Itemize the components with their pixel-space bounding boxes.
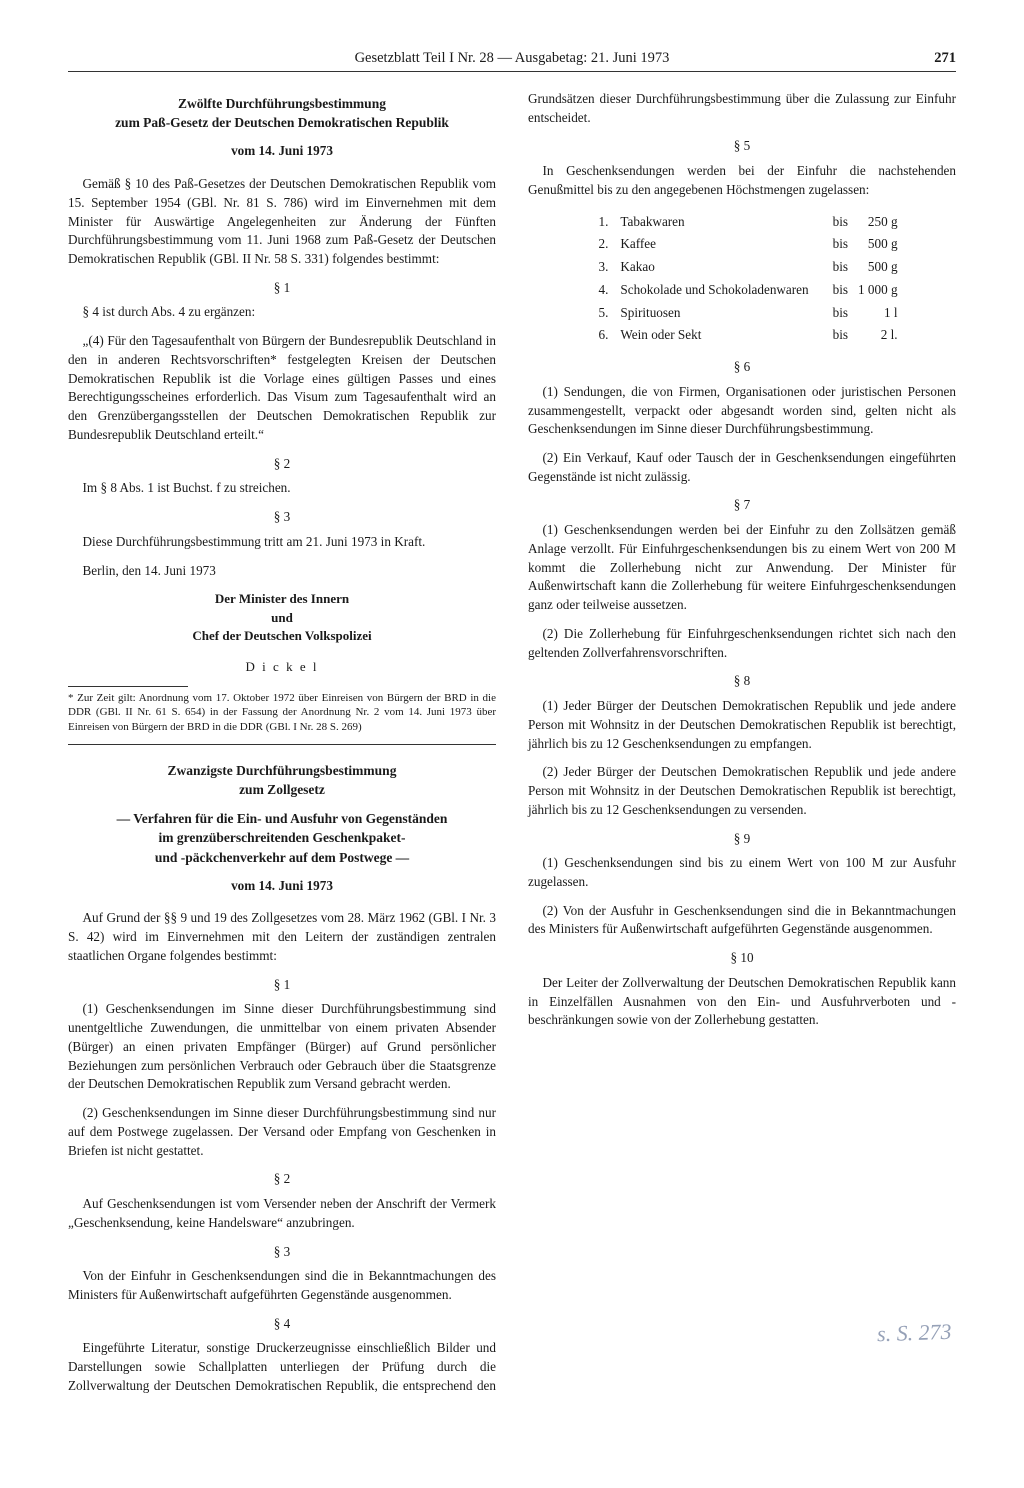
law2-title-l2: zum Zollgesetz xyxy=(68,780,496,799)
page-number: 271 xyxy=(896,50,956,67)
law2-s6-head: § 6 xyxy=(528,358,956,377)
law2-s1-head: § 1 xyxy=(68,976,496,995)
sig-l3: Chef der Deutschen Volkspolizei xyxy=(68,627,496,645)
list-item: 4.Schokolade und Schokoladenwarenbis1 00… xyxy=(578,280,905,301)
law1-title-l1: Zwölfte Durchführungsbestimmung xyxy=(68,94,496,113)
law1-s1-head: § 1 xyxy=(68,279,496,298)
header-title: Gesetzblatt Teil I Nr. 28 — Ausgabetag: … xyxy=(128,50,896,67)
law2-s10-head: § 10 xyxy=(528,949,956,968)
law2-s8-p2: (2) Jeder Bürger der Deutschen Demokrati… xyxy=(528,763,956,819)
law1-date: vom 14. Juni 1973 xyxy=(68,142,496,161)
law1-title: Zwölfte Durchführungsbestimmung zum Paß-… xyxy=(68,94,496,132)
law2-s10-body: Der Leiter der Zollverwaltung der Deutsc… xyxy=(528,974,956,1030)
law1-s1-quote: „(4) Für den Tagesaufenthalt von Bürgern… xyxy=(68,332,496,444)
law1-s3-body: Diese Durchführungsbestimmung tritt am 2… xyxy=(68,533,496,552)
law2-s6-p1: (1) Sendungen, die von Firmen, Organisat… xyxy=(528,383,956,439)
law1-signature: Der Minister des Innern und Chef der Deu… xyxy=(68,590,496,645)
law2-s9-p1: (1) Geschenksendungen sind bis zu einem … xyxy=(528,854,956,891)
list-item: 3.Kakaobis500 g xyxy=(578,257,905,278)
law2-subtitle: — Verfahren für die Ein- und Ausfuhr von… xyxy=(68,809,496,866)
law2-s7-p2: (2) Die Zollerhebung für Einfuhrgeschenk… xyxy=(528,625,956,662)
law2-s9-head: § 9 xyxy=(528,830,956,849)
footnote-rule xyxy=(68,686,188,687)
law2-s8-p1: (1) Jeder Bürger der Deutschen Demokrati… xyxy=(528,697,956,753)
law2-s2-head: § 2 xyxy=(68,1170,496,1189)
page-header: Gesetzblatt Teil I Nr. 28 — Ausgabetag: … xyxy=(68,50,956,72)
law2-s7-head: § 7 xyxy=(528,496,956,515)
law2-s5-intro: In Geschenksendungen werden bei der Einf… xyxy=(528,162,956,199)
law1-s3-head: § 3 xyxy=(68,508,496,527)
law1-footnote: * Zur Zeit gilt: Anordnung vom 17. Oktob… xyxy=(68,691,496,734)
law2-s1-p1: (1) Geschenksendungen im Sinne dieser Du… xyxy=(68,1000,496,1094)
list-item: 6.Wein oder Sektbis2 l. xyxy=(578,325,905,346)
law2-title: Zwanzigste Durchführungsbestimmung zum Z… xyxy=(68,761,496,799)
law1-s1-intro: § 4 ist durch Abs. 4 zu ergänzen: xyxy=(68,303,496,322)
law2-s2-body: Auf Geschenksendungen ist vom Versender … xyxy=(68,1195,496,1232)
law2-sub-l1: — Verfahren für die Ein- und Ausfuhr von… xyxy=(68,809,496,828)
law2-s6-p2: (2) Ein Verkauf, Kauf oder Tausch der in… xyxy=(528,449,956,486)
law2-s9-p2: (2) Von der Ausfuhr in Geschenksendungen… xyxy=(528,902,956,939)
law2-s5-table: 1.Tabakwarenbis250 g2.Kaffeebis500 g3.Ka… xyxy=(576,210,907,348)
law2-preamble: Auf Grund der §§ 9 und 19 des Zollgesetz… xyxy=(68,909,496,965)
law2-s4-head: § 4 xyxy=(68,1315,496,1334)
law2-s1-p2: (2) Geschenksendungen im Sinne dieser Du… xyxy=(68,1104,496,1160)
law1-place-date: Berlin, den 14. Juni 1973 xyxy=(68,562,496,581)
law2-s8-head: § 8 xyxy=(528,672,956,691)
law2-title-l1: Zwanzigste Durchführungsbestimmung xyxy=(68,761,496,780)
law1-s2-head: § 2 xyxy=(68,455,496,474)
law1-preamble: Gemäß § 10 des Paß-Gesetzes der Deutsche… xyxy=(68,175,496,269)
law2-s3-head: § 3 xyxy=(68,1243,496,1262)
law2-s5-head: § 5 xyxy=(528,137,956,156)
law1-title-l2: zum Paß-Gesetz der Deutschen Demokratisc… xyxy=(68,113,496,132)
law2-sub-l3: und -päckchenverkehr auf dem Postwege — xyxy=(68,848,496,867)
list-item: 1.Tabakwarenbis250 g xyxy=(578,212,905,233)
law2-date: vom 14. Juni 1973 xyxy=(68,877,496,896)
sig-l2: und xyxy=(68,609,496,627)
law2-s7-p1: (1) Geschenksendungen werden bei der Ein… xyxy=(528,521,956,615)
law2-s3-body: Von der Einfuhr in Geschenksendungen sin… xyxy=(68,1267,496,1304)
sig-l1: Der Minister des Innern xyxy=(68,590,496,608)
list-item: 5.Spirituosenbis1 l xyxy=(578,303,905,324)
handwritten-note: s. S. 273 xyxy=(877,1319,952,1348)
section-divider xyxy=(68,744,496,745)
law2-sub-l2: im grenzüberschreitenden Geschenkpaket- xyxy=(68,828,496,847)
law1-s2-body: Im § 8 Abs. 1 ist Buchst. f zu streichen… xyxy=(68,479,496,498)
sig-name: D i c k e l xyxy=(68,658,496,676)
list-item: 2.Kaffeebis500 g xyxy=(578,234,905,255)
